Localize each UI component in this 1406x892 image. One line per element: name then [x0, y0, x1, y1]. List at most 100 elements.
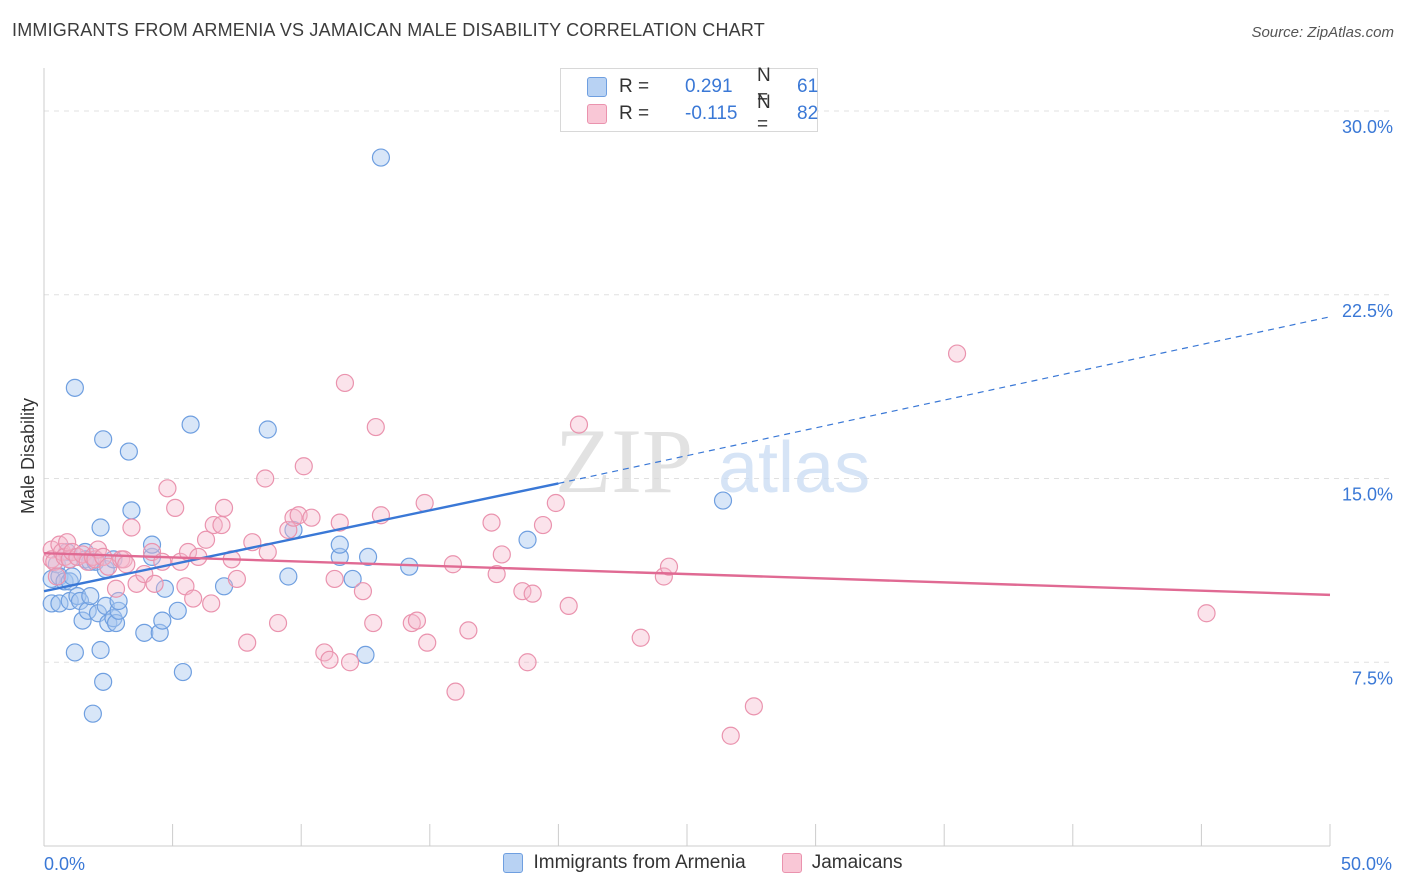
armenia-point [518, 530, 537, 549]
y-tick-label: 7.5% [1352, 668, 1393, 688]
n-value: 61 [797, 76, 819, 97]
jamaican-point [407, 611, 427, 630]
jamaican-point [325, 569, 344, 589]
jamaican-point [330, 513, 349, 532]
jamaican-point [631, 628, 650, 647]
y-tick-label: 30.0% [1342, 117, 1393, 137]
jamaican-point [559, 596, 578, 616]
armenia-point [81, 586, 100, 606]
jamaican-point [340, 653, 360, 672]
armenia-point [330, 535, 349, 554]
jamaican-point [94, 547, 113, 567]
armenia-swatch [587, 77, 607, 97]
armenia-point [181, 415, 200, 434]
jamaican-point [353, 582, 373, 601]
chart-title: IMMIGRANTS FROM ARMENIA VS JAMAICAN MALE… [12, 20, 765, 40]
armenia-point [70, 591, 90, 611]
jamaican-point [1197, 604, 1216, 623]
armenia-point [83, 704, 102, 723]
gridlines [44, 110, 1392, 663]
armenia-point [73, 611, 92, 630]
armenia-point [713, 491, 733, 510]
armenia-point [63, 567, 82, 586]
jamaican-point [227, 569, 246, 589]
jamaican-point [268, 613, 288, 633]
n-label: N = [757, 65, 771, 108]
jamaican-point [212, 515, 231, 535]
armenia-point [142, 535, 162, 554]
jamaican-point [214, 498, 234, 517]
legend-item-armenia[interactable]: Immigrants from Armenia [503, 852, 746, 874]
x-tick-label: 0.0% [44, 854, 85, 874]
jamaican-point [446, 682, 465, 701]
armenia-point [91, 640, 110, 660]
y-axis-label: Male Disability [18, 398, 38, 514]
armenia-point [258, 420, 277, 439]
jamaican-point [459, 621, 478, 640]
jamaican-point [302, 508, 321, 527]
armenia-point [68, 586, 87, 606]
armenia-point [343, 569, 362, 589]
jamaican-point [238, 633, 257, 652]
jamaican-point [145, 574, 164, 593]
jamaican-point [415, 493, 434, 513]
jamaican-point [127, 574, 146, 593]
armenia-point [94, 430, 113, 449]
jamaican-point [443, 555, 463, 574]
legend-label-armenia: Immigrants from Armenia [533, 852, 746, 873]
armenia-trend-line [43, 482, 559, 593]
jamaican-point [122, 518, 141, 537]
jamaican-point [744, 697, 763, 716]
jamaican-point [418, 633, 437, 652]
jamaican-point [366, 417, 385, 437]
armenia-point [279, 567, 298, 586]
jamaican-point [487, 564, 506, 584]
armenia-point [400, 557, 419, 576]
jamaican-point [721, 726, 740, 745]
armenia-point [109, 601, 128, 620]
jamaican-point [184, 589, 203, 608]
jamaican-point [546, 493, 565, 513]
jamaican-point [106, 579, 126, 598]
legend-label-jamaicans: Jamaicans [811, 852, 903, 873]
axes [43, 68, 1331, 847]
jamaican-point [294, 457, 313, 476]
armenia-point [356, 645, 375, 665]
n-label: N = [757, 92, 771, 135]
armenia-point [358, 547, 378, 567]
jamaican-point [256, 469, 275, 488]
jamaican-point [117, 555, 136, 574]
armenia-point [42, 594, 61, 613]
armenia-point [94, 672, 113, 691]
armenia-point [65, 643, 84, 662]
armenia-point [371, 148, 391, 167]
tick-labels: 7.5% 15.0% 22.5% 30.0% 0.0% 50.0% [44, 117, 1393, 874]
jamaican-point [320, 650, 339, 669]
r-value: -0.115 [685, 103, 738, 124]
legend-item-jamaicans[interactable]: Jamaicans [781, 852, 903, 874]
jamaican-point [947, 344, 967, 363]
armenia-point [99, 613, 118, 633]
legend-swatch-jamaicans [781, 853, 802, 873]
armenia-point [168, 601, 187, 620]
jamaican-trend-line [43, 552, 1331, 597]
r-label: R = [619, 76, 650, 97]
armenia-point [65, 378, 84, 397]
watermark-zip: ZIP [555, 410, 693, 512]
armenia-point [173, 662, 192, 682]
jamaican-point [523, 584, 542, 603]
trend-lines [43, 316, 1331, 597]
jamaican-point [364, 613, 383, 633]
source-label: Source: ZipAtlas.com [1251, 24, 1394, 41]
armenia-point [119, 442, 138, 461]
armenia-point [58, 542, 77, 562]
stats-legend: R = 0.291 N = 61 R = -0.115 N = 82 [560, 65, 819, 135]
armenia-point [91, 518, 110, 537]
armenia-point [155, 579, 174, 598]
jamaican-point [518, 653, 537, 672]
jamaican-point [202, 594, 221, 613]
armenia-point [122, 501, 141, 520]
armenia-point [153, 611, 172, 630]
armenia-point [135, 623, 154, 642]
